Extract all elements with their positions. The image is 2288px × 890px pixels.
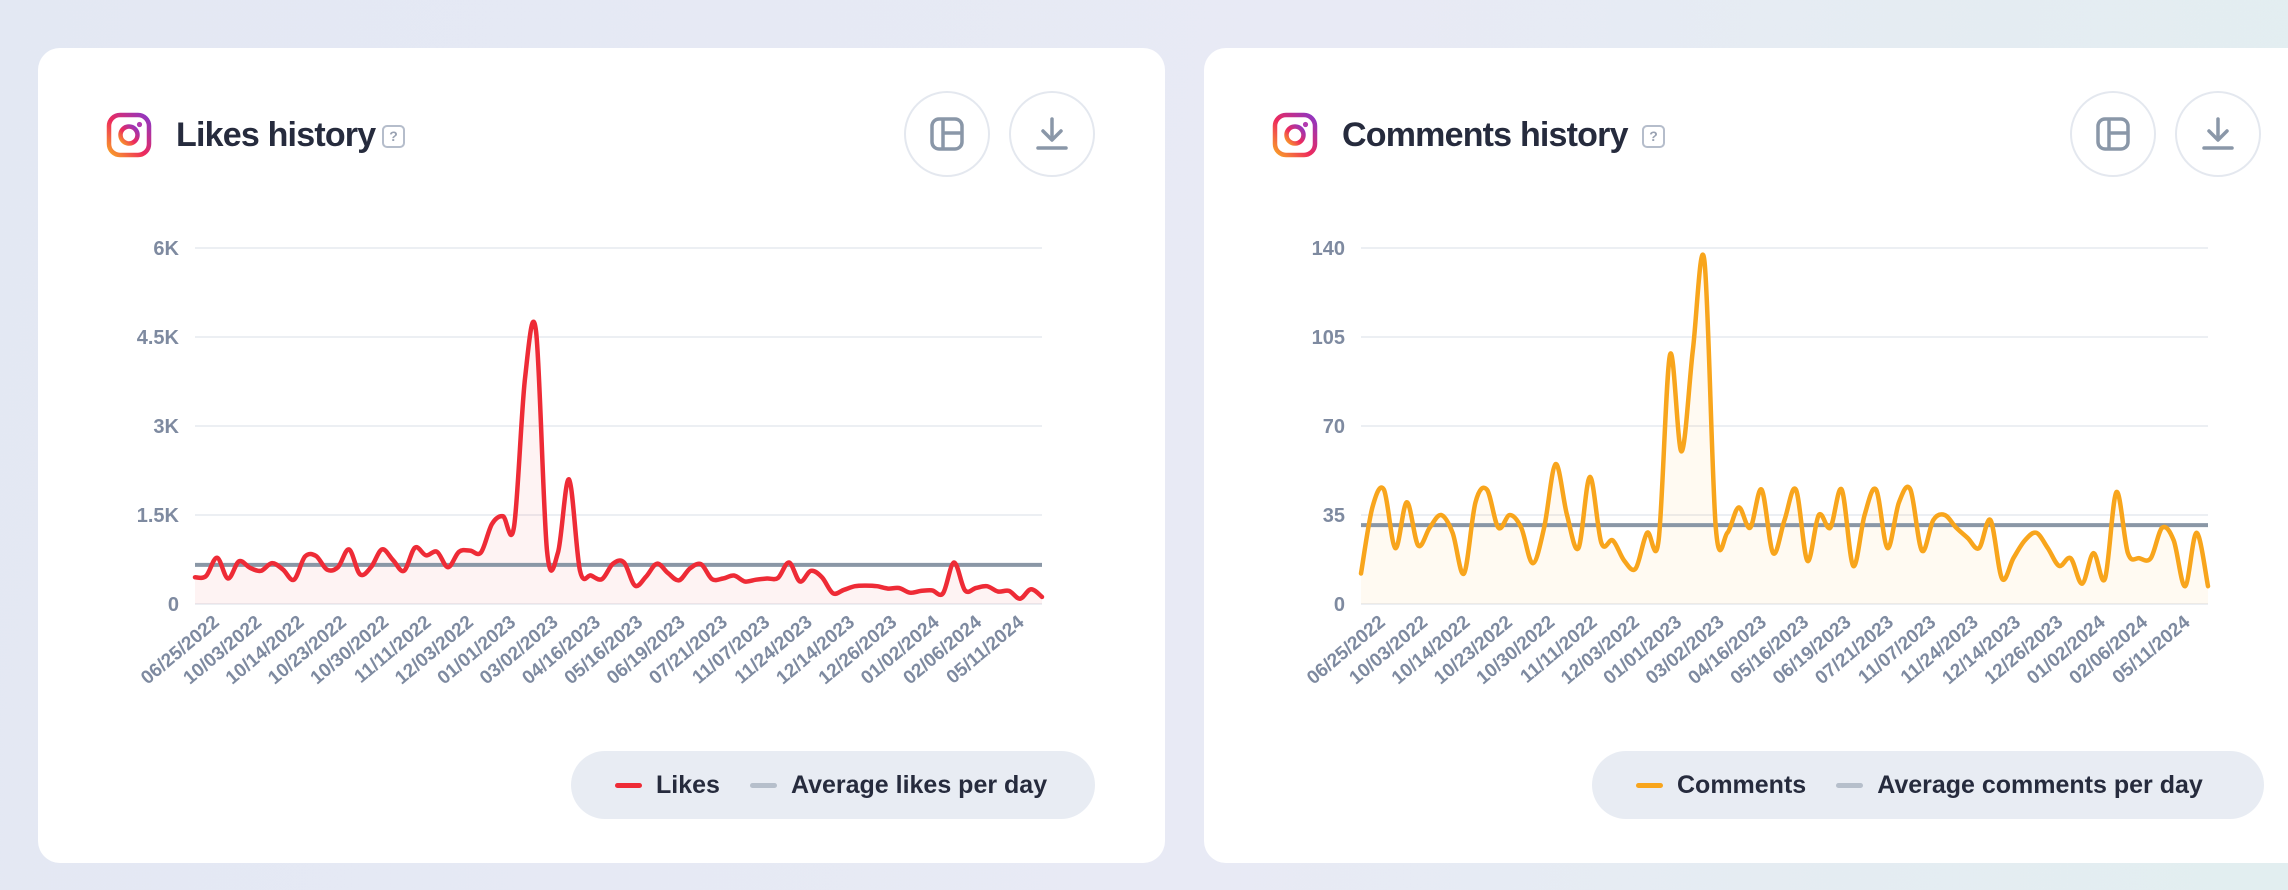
card-title: Comments history: [1342, 116, 1629, 154]
legend-label: Comments: [1677, 770, 1807, 799]
legend-item-average-likes[interactable]: Average likes per day: [749, 770, 1048, 800]
layout-icon: [930, 117, 964, 151]
y-tick-label: 0: [168, 594, 179, 616]
y-tick-label: 140: [1312, 238, 1345, 260]
likes-swatch: [615, 782, 642, 788]
likes-series-line: [192, 319, 1045, 601]
card-title: Likes history: [176, 116, 376, 154]
y-tick-label: 0: [1334, 594, 1345, 616]
legend-label: Average likes per day: [790, 770, 1048, 799]
legend-item-comments[interactable]: Comments: [1636, 771, 1806, 800]
y-tick-label: 70: [1323, 416, 1345, 438]
likes-chart: 01.5K3K4.5K6K06/25/202210/03/202210/14/2…: [137, 238, 1045, 689]
chart-legend: Likes Average likes per day: [571, 751, 1095, 819]
legend-item-likes[interactable]: Likes: [615, 771, 720, 800]
average-swatch: [749, 782, 777, 788]
y-tick-label: 4.5K: [137, 327, 180, 349]
layout-toggle-button[interactable]: [2070, 91, 2156, 177]
comments-history-card: Comments history ? 0 35 70 105 140 06/25/2022…: [1204, 48, 2288, 863]
series-area: [1361, 254, 2208, 605]
download-button[interactable]: [2175, 91, 2261, 177]
help-icon[interactable]: ?: [382, 125, 405, 148]
legend-label: Likes: [656, 770, 720, 799]
instagram-icon: [106, 112, 152, 158]
download-button[interactable]: [1009, 91, 1095, 177]
help-icon[interactable]: ?: [1642, 125, 1665, 148]
comments-chart: 0357010514006/25/202210/03/202210/14/202…: [1303, 238, 2211, 689]
comments-swatch: [1636, 782, 1663, 788]
legend-label: Average comments per day: [1877, 770, 2203, 799]
y-tick-label: 6K: [153, 238, 179, 260]
chart-legend: Comments Average comments per day: [1592, 751, 2264, 819]
series-area: [195, 321, 1042, 604]
y-tick-label: 105: [1312, 327, 1345, 349]
y-tick-label: 35: [1323, 505, 1345, 527]
y-tick-label: 3K: [153, 416, 179, 438]
average-swatch: [1836, 782, 1864, 788]
download-icon: [2202, 117, 2234, 150]
layout-icon: [2096, 117, 2130, 151]
y-tick-label: 1.5K: [137, 505, 180, 527]
layout-toggle-button[interactable]: [904, 91, 990, 177]
download-icon: [1036, 117, 1068, 150]
comments-series-line: [1358, 252, 2211, 589]
instagram-icon: [1272, 112, 1318, 158]
likes-history-card: Likes history ? 0 1.5K 3K 4.5K 6K 06/25/2022 1…: [38, 48, 1165, 863]
legend-item-average-comments[interactable]: Average comments per day: [1836, 771, 2203, 800]
